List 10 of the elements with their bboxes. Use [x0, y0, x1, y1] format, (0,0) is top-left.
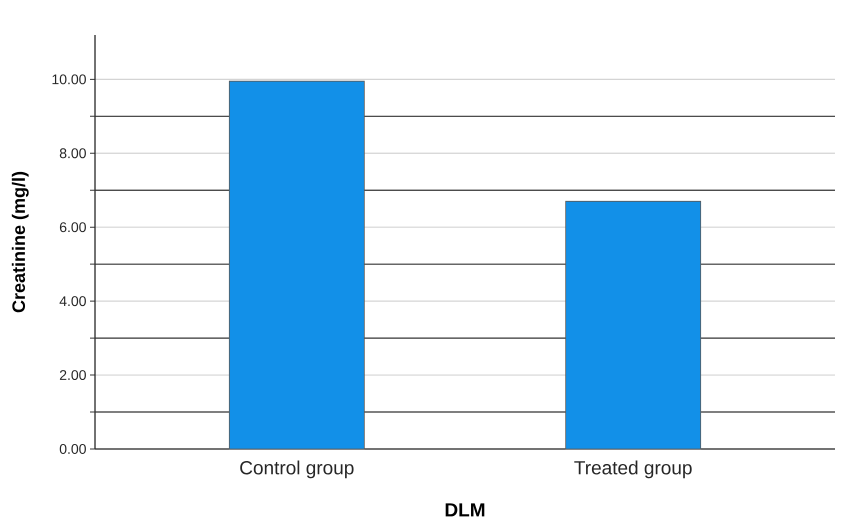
y-tick-label: 4.00 — [60, 296, 86, 306]
y-tick-label: 6.00 — [60, 222, 86, 232]
x-tick-label: Control group — [240, 460, 354, 478]
x-tick-label: Treated group — [574, 460, 692, 478]
y-tick-label: 8.00 — [60, 148, 86, 158]
y-axis-title: Creatinine (mg/l) — [12, 172, 29, 312]
y-tick-label: 2.00 — [60, 370, 86, 380]
y-tick-label: 0.00 — [60, 444, 86, 454]
x-axis-title: DLM — [446, 503, 484, 516]
y-tick-label: 10.00 — [52, 74, 86, 84]
